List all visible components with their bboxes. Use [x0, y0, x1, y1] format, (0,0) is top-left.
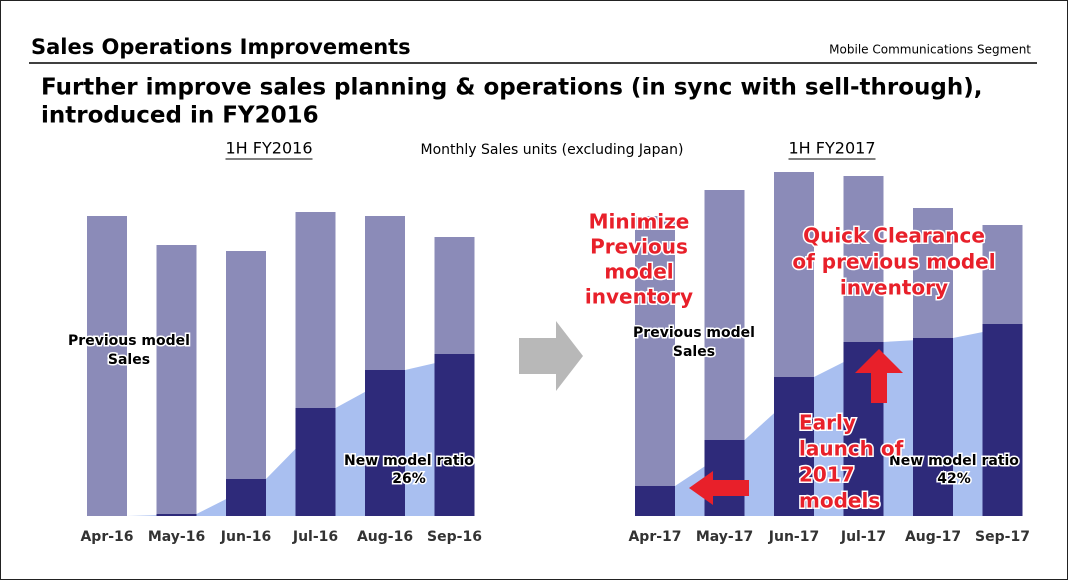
x-tick-label: Jun-17: [768, 529, 819, 545]
bar-segment: [913, 208, 953, 338]
arrow: [855, 349, 903, 403]
x-tick-label: Apr-17: [628, 529, 681, 545]
annotation: inventory: [840, 276, 948, 300]
annotation: models: [799, 489, 880, 513]
bar-segment: [156, 245, 197, 514]
heading: Further improve sales planning & operati…: [41, 75, 983, 101]
arrow: [519, 321, 583, 391]
x-tick-label: Aug-17: [905, 529, 961, 545]
segment: Mobile Communications Segment: [829, 43, 1031, 57]
bar-segment: [295, 212, 336, 408]
bar-segment: [226, 251, 266, 479]
bar-segment: [635, 486, 675, 516]
annotation: 26%: [392, 471, 426, 487]
x-tick-label: Sep-16: [427, 529, 482, 545]
annotation: inventory: [585, 285, 693, 309]
subtitle: Monthly Sales units (excluding Japan): [421, 142, 684, 158]
annotation: launch of: [799, 437, 904, 461]
bar-segment: [365, 370, 405, 516]
bar-segment: [434, 354, 475, 516]
bar-segment: [704, 190, 745, 440]
bar-segment: [774, 377, 814, 516]
annotation: New model ratio: [889, 453, 1019, 469]
bar-segment: [982, 225, 1023, 324]
annotation: 2017: [799, 463, 855, 487]
annotation: Minimize: [589, 210, 690, 234]
annotation: Sales: [108, 352, 150, 368]
x-tick-label: Jul-17: [840, 529, 886, 545]
bar-segment: [982, 324, 1023, 516]
annotation: Sales: [673, 344, 715, 360]
annotation: Early: [799, 411, 856, 435]
bar-segment: [434, 237, 475, 354]
annotation: New model ratio: [344, 453, 474, 469]
x-tick-label: Apr-16: [80, 529, 133, 545]
annotation: 42%: [937, 471, 971, 487]
x-tick-label: Sep-17: [975, 529, 1030, 545]
bar-segment: [87, 216, 127, 516]
chart-title: 1H FY2016: [226, 139, 313, 158]
heading: introduced in FY2016: [41, 103, 319, 129]
x-tick-label: Jul-16: [292, 529, 338, 545]
bar-segment: [913, 338, 953, 516]
annotation: model: [604, 260, 673, 284]
bar-segment: [635, 216, 675, 486]
annotation: Previous: [590, 235, 688, 259]
chart-title: 1H FY2017: [789, 139, 876, 158]
annotation: Previous model: [68, 333, 190, 349]
slide-title: Sales Operations Improvements: [31, 35, 411, 59]
arrow: [689, 471, 749, 505]
bar-segment: [774, 172, 814, 377]
x-tick-label: May-16: [148, 529, 205, 545]
x-tick-label: Aug-16: [357, 529, 413, 545]
annotation: Quick Clearance: [803, 224, 985, 248]
bar-segment: [365, 216, 405, 370]
x-tick-label: May-17: [696, 529, 753, 545]
bar-segment: [843, 176, 884, 342]
bar-segment: [295, 408, 336, 516]
annotation: of previous model: [792, 250, 995, 274]
x-tick-label: Jun-16: [220, 529, 271, 545]
bar-segment: [226, 479, 266, 516]
annotation: Previous model: [633, 325, 755, 341]
bar-segment: [156, 514, 197, 516]
